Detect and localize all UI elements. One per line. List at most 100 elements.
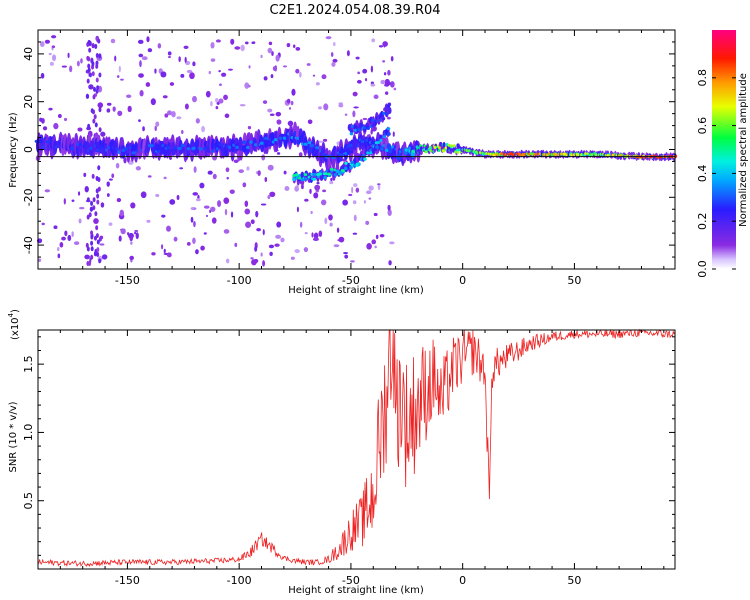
- spectrogram-main-trace: [438, 146, 441, 150]
- spectrogram-speckle: [321, 74, 327, 80]
- spectrogram-main-trace: [177, 146, 182, 151]
- spectrogram-secondary-trace: [303, 177, 308, 181]
- spectrogram-speckle: [230, 38, 235, 45]
- spectrogram-speckle: [357, 71, 361, 75]
- spectrogram-secondary-trace: [312, 177, 317, 181]
- spectrogram-speckle: [256, 228, 262, 232]
- spectrogram-speckle: [160, 71, 167, 78]
- chart-title: C2E1.2024.054.08.39.R04: [269, 3, 440, 18]
- spectrogram-speckle: [324, 217, 328, 225]
- spectrogram-speckle: [247, 84, 251, 88]
- spectrogram-speckle: [276, 152, 281, 155]
- colorbar-label: Normalized spectral amplitude: [738, 73, 749, 227]
- spectrogram-speckle: [179, 167, 184, 170]
- spectrogram-speckle: [93, 218, 99, 225]
- y-tick-label: 0.5: [22, 492, 35, 510]
- spectrogram-speckle: [286, 43, 291, 48]
- spectrogram-speckle: [71, 231, 74, 238]
- spectrogram-upper-trace: [366, 127, 371, 131]
- spectrogram-speckle: [95, 225, 99, 231]
- spectrogram-upper-trace: [371, 118, 375, 122]
- spectrogram-speckle: [51, 54, 57, 62]
- spectrogram-speckle: [223, 94, 228, 101]
- spectrogram-speckle: [267, 195, 271, 200]
- spectrogram-speckle: [332, 58, 338, 63]
- spectrogram-speckle: [218, 70, 221, 73]
- spectrogram-speckle: [130, 202, 136, 209]
- spectrogram-speckle: [169, 199, 176, 205]
- spectrogram-speckle: [368, 185, 374, 191]
- spectrogram-speckle: [87, 67, 91, 73]
- spectrogram-secondary-trace: [376, 140, 381, 144]
- spectrogram-speckle: [162, 95, 168, 99]
- spectrogram-speckle: [173, 236, 178, 242]
- spectrogram-speckle: [203, 205, 210, 209]
- spectrogram-speckle: [98, 236, 102, 242]
- spectrogram-speckle: [304, 198, 309, 202]
- spectrogram-speckle: [370, 83, 376, 87]
- spectrogram-speckle: [142, 126, 145, 132]
- spectrogram-main-trace: [500, 152, 504, 156]
- spectrogram-speckle: [352, 200, 357, 205]
- spectrogram-speckle: [260, 252, 263, 257]
- spectrogram-speckle: [41, 222, 45, 226]
- spectrogram-speckle: [303, 247, 309, 253]
- spectrogram-speckle: [262, 100, 268, 104]
- spectrogram-speckle: [210, 58, 216, 62]
- spectrogram-speckle: [184, 56, 187, 63]
- spectrogram-speckle: [67, 52, 70, 58]
- spectrogram-speckle: [316, 181, 320, 185]
- spectrogram-speckle: [90, 230, 94, 236]
- spectrogram-speckle: [146, 219, 151, 223]
- spectrogram-speckle: [330, 52, 334, 57]
- snr-scale-note: (x104): [7, 309, 21, 340]
- spectrogram-speckle: [123, 157, 127, 164]
- spectrogram-speckle: [248, 65, 251, 69]
- spectrogram-speckle: [42, 126, 48, 131]
- spectrogram-speckle: [312, 237, 319, 242]
- spectrogram-speckle: [126, 94, 132, 98]
- spectrogram-speckle: [77, 127, 83, 132]
- spectrogram-speckle: [64, 117, 68, 122]
- spectrogram-upper-trace: [353, 124, 358, 129]
- spectrogram-speckle: [63, 198, 66, 205]
- spectrogram-main-trace: [307, 141, 313, 145]
- spectrogram-speckle: [93, 86, 97, 92]
- spectrogram-secondary-trace: [361, 154, 366, 158]
- spectrogram-speckle: [389, 241, 395, 245]
- x-tick-label: -50: [342, 574, 360, 587]
- colorbar-tick-label: 0.8: [696, 69, 709, 87]
- spectrogram-speckle: [210, 42, 215, 49]
- spectrogram-speckle: [280, 237, 285, 243]
- spectrogram-speckle: [96, 247, 100, 253]
- spectrogram-speckle: [96, 239, 100, 245]
- snr-scale-exp: 4: [7, 312, 15, 317]
- spectrogram-main-trace: [339, 146, 345, 155]
- spectrogram-speckle: [275, 234, 282, 239]
- spectrogram-main-trace: [112, 142, 118, 150]
- spectrogram-main-trace: [444, 146, 448, 150]
- snr-y-ticks: 0.5 1.0 1.5: [22, 336, 675, 556]
- spectrogram-speckle: [138, 119, 141, 123]
- spectrogram-speckle: [223, 229, 230, 234]
- spectrogram-speckle: [393, 87, 397, 91]
- spectrogram-speckle: [268, 41, 273, 46]
- spectrogram-speckle: [388, 260, 392, 266]
- spectrogram-speckle: [225, 167, 230, 173]
- spectrogram-speckle: [169, 82, 175, 86]
- x-tick-label: 0: [459, 574, 466, 587]
- spectrogram-speckle: [386, 116, 391, 120]
- spectrogram-speckle: [138, 53, 144, 58]
- spectrogram-speckle: [363, 200, 366, 204]
- spectrogram-speckle: [288, 107, 292, 110]
- spectrogram-speckle: [127, 105, 132, 113]
- spectrogram-speckle: [86, 197, 90, 203]
- spectrogram-speckle: [205, 90, 211, 98]
- spectrogram-speckle: [370, 65, 374, 73]
- spectrogram-speckle: [101, 254, 108, 260]
- spectrogram-speckle: [251, 259, 257, 266]
- snr-scale-base: (x10: [10, 317, 21, 340]
- spectrogram-speckle: [365, 78, 368, 82]
- y-tick-label: 20: [22, 95, 35, 109]
- spectrogram-speckle: [91, 61, 95, 67]
